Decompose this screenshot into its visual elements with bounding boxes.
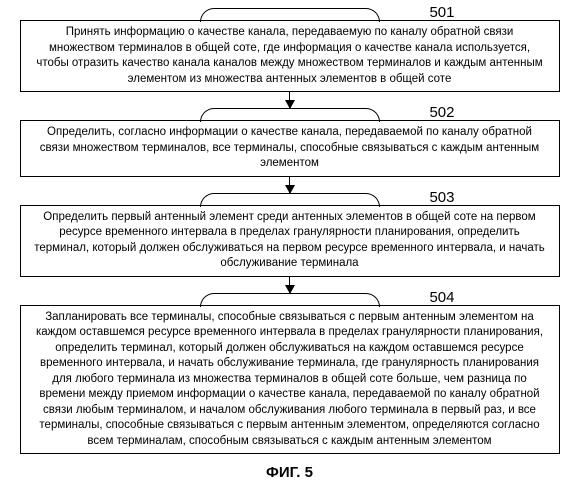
step-503: 503 Определить первый антенный элемент с… — [20, 193, 560, 277]
figure-caption: ФИГ. 5 — [266, 464, 313, 481]
curve-503 — [200, 193, 380, 207]
arrow-502-503 — [289, 177, 291, 193]
arrow-501-502 — [289, 92, 291, 108]
curve-504 — [200, 293, 380, 307]
arrow-503-504 — [289, 277, 291, 293]
step-label-503: 503 — [30, 193, 550, 207]
step-number-504: 504 — [429, 289, 454, 306]
step-label-501: 501 — [30, 8, 550, 22]
step-box-502: Определить, согласно информации о качест… — [20, 120, 560, 177]
step-box-504: Запланировать все терминалы, способные с… — [20, 305, 560, 455]
step-number-502: 502 — [429, 104, 454, 121]
step-label-504: 504 — [30, 293, 550, 307]
step-number-503: 503 — [429, 189, 454, 206]
step-box-501: Принять информацию о качестве канала, пе… — [20, 20, 560, 92]
step-504: 504 Запланировать все терминалы, способн… — [20, 293, 560, 455]
curve-502 — [200, 108, 380, 122]
step-number-501: 501 — [429, 4, 454, 21]
step-box-503: Определить первый антенный элемент среди… — [20, 205, 560, 277]
step-502: 502 Определить, согласно информации о ка… — [20, 108, 560, 177]
step-501: 501 Принять информацию о качестве канала… — [20, 8, 560, 92]
step-label-502: 502 — [30, 108, 550, 122]
curve-501 — [200, 8, 380, 22]
